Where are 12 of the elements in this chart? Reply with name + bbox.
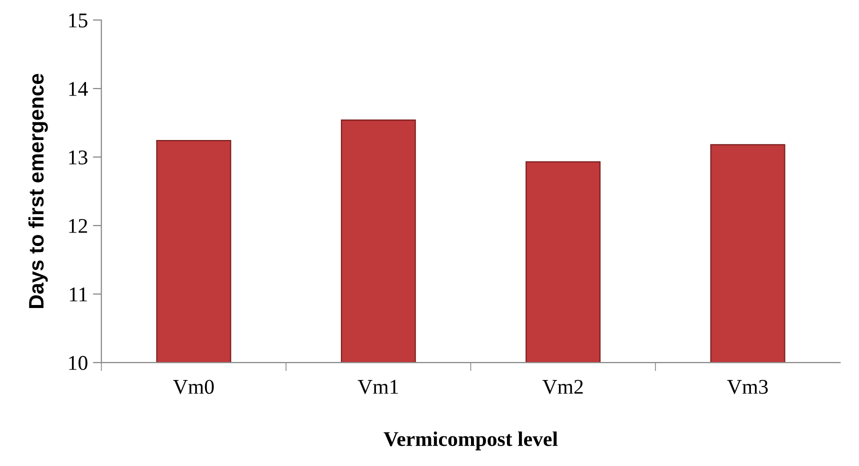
y-axis-title: Days to first emergence bbox=[28, 74, 48, 308]
x-axis-title: Vermicompost level bbox=[384, 431, 558, 450]
y-tick-label: 12 bbox=[69, 218, 88, 233]
x-tick-label: Vm1 bbox=[358, 380, 398, 394]
x-tick-label: Vm2 bbox=[542, 380, 583, 394]
x-tick-label: Vm3 bbox=[727, 380, 768, 394]
x-tick-label: Vm0 bbox=[173, 380, 214, 394]
y-tick-label: 10 bbox=[69, 356, 88, 370]
y-tick-label: 13 bbox=[69, 150, 88, 164]
y-tick-label: 15 bbox=[69, 14, 88, 28]
y-tick-label: 11 bbox=[70, 288, 87, 302]
y-tick-label: 14 bbox=[69, 82, 88, 96]
